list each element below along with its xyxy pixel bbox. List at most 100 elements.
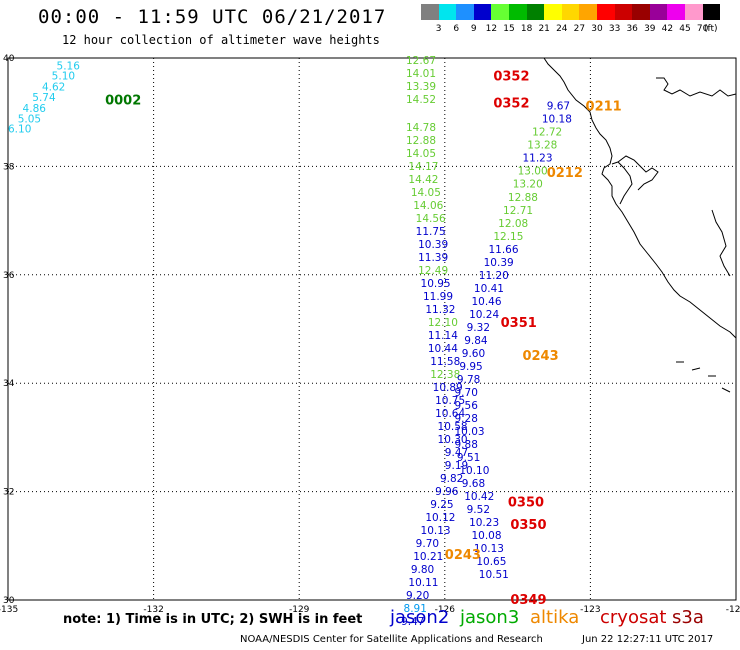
wave-height-value: 9.25 bbox=[430, 499, 453, 511]
scale-unit: (ft) bbox=[704, 24, 718, 34]
wave-height-value: 10.13 bbox=[421, 525, 451, 537]
wave-height-value: 9.67 bbox=[547, 101, 570, 113]
wave-height-value: 10.12 bbox=[425, 512, 455, 524]
lat-tick-label: 32 bbox=[3, 488, 14, 498]
scale-swatch bbox=[526, 4, 545, 20]
scale-swatch bbox=[649, 4, 668, 20]
pass-time-label: 0211 bbox=[586, 100, 622, 115]
wave-height-value: 10.13 bbox=[474, 543, 504, 555]
wave-height-value: 13.20 bbox=[513, 179, 543, 191]
wave-height-value: 9.20 bbox=[406, 590, 429, 602]
wave-height-value: 12.08 bbox=[498, 218, 528, 230]
satellite-jason2: jason2 bbox=[390, 607, 450, 628]
wave-height-value: 5.16 bbox=[57, 61, 81, 73]
wave-height-value: 14.52 bbox=[406, 94, 436, 106]
wave-height-value: 9.82 bbox=[440, 473, 463, 485]
scale-swatch bbox=[473, 4, 492, 20]
wave-height-value: 9.70 bbox=[455, 387, 478, 399]
pass-time-label: 0212 bbox=[547, 166, 583, 181]
scale-swatch bbox=[597, 4, 615, 20]
pass-time-label: 0352 bbox=[493, 96, 529, 111]
coastline bbox=[543, 57, 737, 393]
wave-height-value: 9.70 bbox=[416, 538, 439, 550]
scale-swatch bbox=[632, 4, 650, 20]
scale-swatch bbox=[667, 4, 685, 20]
scale-swatch bbox=[561, 4, 580, 20]
wave-height-value: 12.72 bbox=[532, 127, 562, 139]
scale-label: 39 bbox=[644, 24, 656, 34]
pass-time-label: 0002 bbox=[105, 94, 141, 109]
wave-height-value: 9.68 bbox=[462, 478, 485, 490]
wave-height-value: 9.51 bbox=[457, 452, 480, 464]
wave-height-value: 5.05 bbox=[18, 114, 41, 126]
scale-swatch bbox=[421, 4, 439, 20]
pass-time-label: 0350 bbox=[508, 495, 544, 510]
scale-swatch bbox=[509, 4, 527, 20]
wave-height-value: 14.56 bbox=[416, 213, 446, 225]
wave-height-value: 10.46 bbox=[471, 296, 501, 308]
axis-labels: -135 -132 -129 -126 -123 -120 40 38 36 34 32 30 bbox=[0, 54, 740, 615]
wave-height-value: 8.91 bbox=[404, 603, 427, 615]
wave-height-value: 10.03 bbox=[455, 426, 485, 438]
wave-height-value: 9.32 bbox=[467, 322, 490, 334]
wave-height-value: 10.95 bbox=[421, 278, 451, 290]
wave-height-value: 9.60 bbox=[462, 348, 485, 360]
scale-label: 18 bbox=[520, 24, 533, 34]
wave-height-value: 12.38 bbox=[430, 369, 460, 381]
satellite-altika: altika bbox=[530, 607, 580, 628]
wave-height-value: 11.75 bbox=[416, 226, 446, 238]
pass-time-label: 0243 bbox=[522, 349, 558, 364]
wave-height-value: 10.21 bbox=[413, 551, 443, 563]
wave-height-value: 14.17 bbox=[408, 161, 438, 173]
scale-label: 24 bbox=[556, 24, 568, 34]
wave-height-value: 10.08 bbox=[471, 530, 501, 542]
scale-label: 12 bbox=[485, 24, 498, 34]
scale-label: 30 bbox=[591, 24, 603, 34]
timestamp-text: Jun 22 12:27:11 UTC 2017 bbox=[582, 634, 714, 645]
wave-height-value: 11.23 bbox=[522, 153, 552, 165]
scale-label: 36 bbox=[626, 24, 638, 34]
wave-height-value: 13.39 bbox=[406, 81, 436, 93]
map-subtitle: 12 hour collection of altimeter wave hei… bbox=[62, 33, 380, 47]
wave-height-value: 10.65 bbox=[476, 556, 506, 568]
scale-label: 9 bbox=[470, 24, 477, 34]
credit-text: NOAA/NESDIS Center for Satellite Applica… bbox=[240, 634, 543, 645]
wave-height-value: 14.06 bbox=[413, 200, 443, 212]
scale-swatch bbox=[491, 4, 509, 20]
scale-label: 27 bbox=[573, 24, 586, 34]
pass-time-label: 0349 bbox=[510, 593, 546, 608]
wave-height-value: 11.20 bbox=[479, 270, 509, 282]
lat-tick-label: 40 bbox=[3, 54, 15, 64]
wave-height-value: 4.62 bbox=[42, 82, 65, 94]
scale-swatch bbox=[438, 4, 457, 20]
wave-height-value: 5.74 bbox=[32, 92, 56, 104]
pass-labels: 0002 0352 0352 0211 0212 0351 0243 0350 0350 0243… bbox=[105, 69, 622, 608]
lon-tick-label: -129 bbox=[289, 605, 310, 615]
map-frame bbox=[7, 57, 737, 601]
scale-swatch bbox=[579, 4, 597, 20]
wave-height-value: 11.66 bbox=[488, 244, 518, 256]
lat-lon-grid bbox=[7, 57, 737, 601]
wave-height-value: 10.39 bbox=[418, 239, 448, 251]
wave-height-value: 9.47 bbox=[401, 616, 424, 628]
pass-time-label: 0351 bbox=[501, 316, 537, 331]
lon-tick-label: -123 bbox=[580, 605, 600, 615]
wave-height-value: 9.52 bbox=[467, 504, 490, 516]
scale-swatch bbox=[685, 4, 703, 20]
wave-height-value: 9.78 bbox=[457, 374, 480, 386]
wave-height-value: 10.51 bbox=[479, 569, 509, 581]
scale-swatch bbox=[456, 4, 474, 20]
scale-label: 33 bbox=[608, 24, 621, 34]
wave-height-value: 11.99 bbox=[423, 291, 453, 303]
scale-swatch bbox=[544, 4, 562, 20]
wave-height-value: 9.88 bbox=[455, 439, 478, 451]
scale-swatch bbox=[702, 4, 721, 20]
wave-height-value: 14.05 bbox=[406, 148, 436, 160]
lon-tick-label: -126 bbox=[435, 605, 456, 615]
wave-height-value: 10.11 bbox=[408, 577, 438, 589]
wave-height-value: 14.05 bbox=[411, 187, 441, 199]
wave-height-value: 10.23 bbox=[469, 517, 499, 529]
wave-height-value: 10.58 bbox=[438, 421, 468, 433]
scale-label: 70 bbox=[696, 24, 709, 34]
satellite-s3a: s3a bbox=[672, 607, 704, 628]
